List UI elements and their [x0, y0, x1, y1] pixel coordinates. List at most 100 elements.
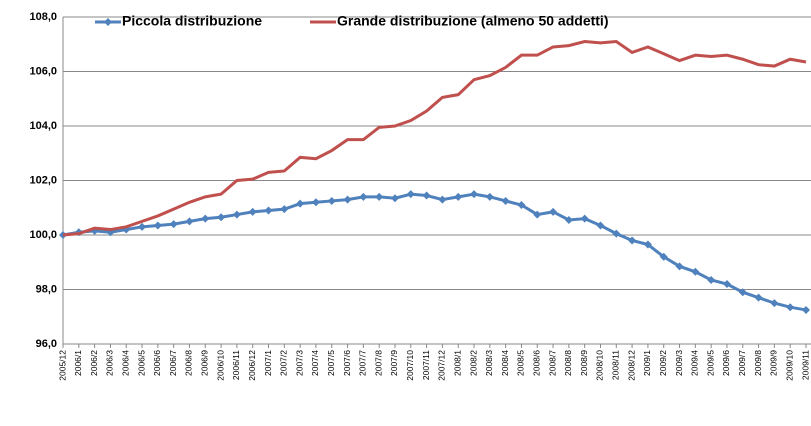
x-tick-label: 2006/12: [247, 350, 257, 381]
point-marker: [438, 195, 447, 204]
x-tick-label: 2007/8: [373, 350, 383, 376]
legend-label: Piccola distribuzione: [122, 13, 262, 29]
point-marker: [643, 240, 652, 249]
x-tick-label: 2009/8: [753, 350, 763, 376]
x-tick-label: 2007/6: [342, 350, 352, 376]
x-tick-label: 2006/2: [89, 350, 99, 376]
x-tick-label: 2006/9: [200, 350, 210, 376]
series-line: [62, 39, 807, 237]
point-marker: [675, 262, 684, 271]
point-marker: [501, 196, 510, 205]
point-marker: [691, 267, 700, 276]
x-tick-label: 2008/10: [595, 350, 605, 381]
point-marker: [754, 293, 763, 302]
point-marker: [612, 229, 621, 238]
x-tick-label: 2006/1: [73, 350, 83, 376]
point-marker: [659, 252, 668, 261]
point-marker: [264, 206, 273, 215]
point-marker: [580, 214, 589, 223]
x-tick-label: 2008/12: [626, 350, 636, 381]
point-marker: [628, 236, 637, 245]
point-marker: [343, 195, 352, 204]
x-tick-label: 2009/2: [658, 350, 668, 376]
point-marker: [375, 192, 384, 201]
x-tick-label: 2008/1: [452, 350, 462, 376]
point-marker: [786, 303, 795, 312]
series-line: [62, 192, 807, 312]
point-marker: [564, 216, 573, 225]
x-tick-label: 2007/5: [326, 350, 336, 376]
point-marker: [153, 221, 162, 230]
y-tick-label: 98,0: [36, 283, 57, 295]
point-marker: [738, 288, 747, 297]
point-marker: [327, 196, 336, 205]
x-tick-label: 2009/4: [690, 350, 700, 376]
legend-label: Grande distribuzione (almeno 50 addetti): [337, 13, 608, 29]
point-marker: [406, 190, 415, 199]
x-tick-label: 2008/6: [532, 350, 542, 376]
point-marker: [359, 192, 368, 201]
x-tick-label: 2007/12: [437, 350, 447, 381]
point-marker: [422, 191, 431, 200]
x-tick-label: 2006/11: [231, 350, 241, 380]
x-tick-label: 2007/1: [263, 350, 273, 376]
x-tick-label: 2005/12: [57, 350, 67, 381]
x-tick-label: 2007/11: [421, 350, 431, 380]
x-tick-label: 2009/1: [642, 350, 652, 376]
x-tick-label: 2007/3: [294, 350, 304, 376]
y-tick-label: 106,0: [29, 65, 57, 77]
x-tick-label: 2006/7: [168, 350, 178, 376]
x-tick-label: 2007/7: [358, 350, 368, 376]
point-marker: [549, 207, 558, 216]
x-tick-label: 2007/10: [405, 350, 415, 381]
point-marker: [517, 201, 526, 210]
point-marker: [596, 221, 605, 230]
x-tick-label: 2007/4: [310, 350, 320, 376]
point-marker: [248, 207, 257, 216]
x-tick-label: 2007/2: [279, 350, 289, 376]
point-marker: [232, 210, 241, 219]
x-tick-label: 2008/9: [579, 350, 589, 376]
x-tick-label: 2009/7: [737, 350, 747, 376]
y-tick-label: 108,0: [29, 11, 57, 23]
point-marker: [169, 220, 178, 229]
point-marker: [311, 198, 320, 207]
x-tick-label: 2006/6: [152, 350, 162, 376]
y-tick-label: 100,0: [29, 229, 57, 241]
x-tick-label: 2009/9: [769, 350, 779, 376]
x-tick-label: 2008/8: [563, 350, 573, 376]
x-tick-label: 2009/10: [784, 350, 794, 381]
y-tick-label: 96,0: [36, 338, 57, 350]
x-tick-label: 2006/3: [105, 350, 115, 376]
point-marker: [470, 190, 479, 199]
x-tick-label: 2008/2: [468, 350, 478, 376]
point-marker: [707, 275, 716, 284]
x-tick-label: 2009/6: [721, 350, 731, 376]
x-tick-label: 2008/4: [500, 350, 510, 376]
x-tick-label: 2006/5: [136, 350, 146, 376]
point-marker: [770, 299, 779, 308]
x-tick-label: 2008/5: [516, 350, 526, 376]
point-marker: [485, 192, 494, 201]
point-marker: [722, 280, 731, 289]
point-marker: [280, 205, 289, 214]
x-tick-label: 2009/3: [674, 350, 684, 376]
x-tick-label: 2008/3: [484, 350, 494, 376]
y-tick-label: 104,0: [29, 120, 57, 132]
point-marker: [138, 222, 147, 231]
x-tick-label: 2009/5: [705, 350, 715, 376]
x-tick-label: 2006/4: [120, 350, 130, 376]
point-marker: [533, 210, 542, 219]
point-marker: [296, 199, 305, 208]
point-marker: [201, 214, 210, 223]
point-marker: [185, 217, 194, 226]
point-marker: [390, 194, 399, 203]
x-tick-label: 2007/9: [389, 350, 399, 376]
x-tick-label: 2006/8: [184, 350, 194, 376]
point-marker: [454, 192, 463, 201]
y-tick-label: 102,0: [29, 174, 57, 186]
legend-marker: [104, 18, 112, 26]
x-tick-label: 2009/11: [800, 350, 810, 380]
point-marker: [217, 213, 226, 222]
